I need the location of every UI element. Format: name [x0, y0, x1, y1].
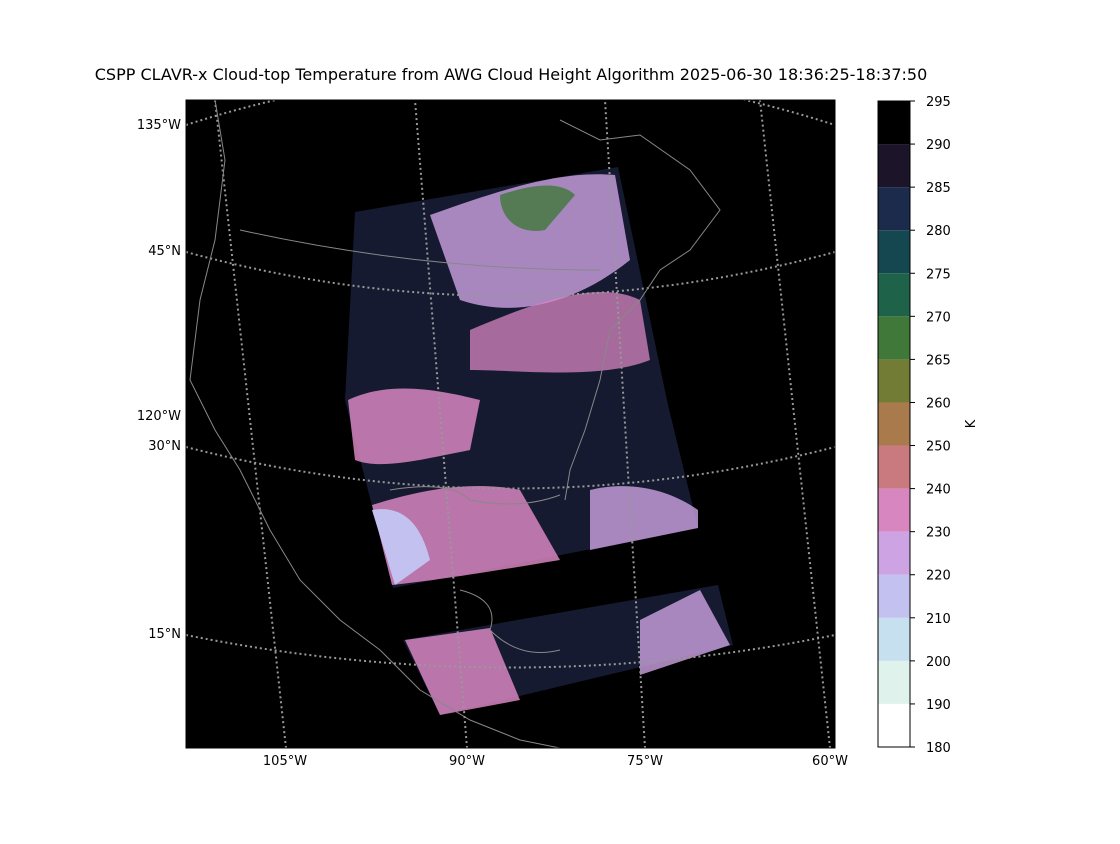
colorbar-segment [878, 488, 910, 532]
colorbar-segment [878, 574, 910, 618]
graticule [414, 100, 468, 748]
colorbar-tick-label: 285 [926, 181, 951, 196]
graticule [759, 100, 831, 748]
colorbar-segment [878, 273, 910, 317]
border [239, 229, 601, 271]
colorbar-tick-label: 275 [926, 267, 951, 282]
lat-label: 30°N [148, 439, 181, 454]
coastline [459, 589, 561, 653]
coastline [559, 119, 721, 501]
cloud [405, 628, 520, 715]
lon-label: 90°W [449, 754, 485, 769]
cloud [372, 509, 430, 585]
lon-label: 105°W [263, 754, 307, 769]
cloud [640, 590, 730, 675]
lon-label: 60°W [812, 754, 848, 769]
cloud [500, 185, 575, 231]
colorbar-segment [878, 316, 910, 360]
colorbar-tick-label: 280 [926, 224, 951, 239]
colorbar-segment [878, 660, 910, 704]
colorbar-tick-label: 260 [926, 396, 951, 411]
colorbar-tick-label: 240 [926, 483, 951, 498]
lon-label: 75°W [627, 754, 663, 769]
colorbar-segment [878, 101, 910, 145]
colorbar-segment [878, 617, 910, 661]
colorbar-label: K [964, 419, 979, 428]
lat-label: 15°N [148, 627, 181, 642]
colorbar-segment [878, 144, 910, 188]
colorbar: 180 190 200 210 220 230 240 250 260 265 270 275 280 2… [877, 95, 979, 756]
colorbar-segment [878, 703, 910, 747]
colorbar-segment [878, 359, 910, 403]
colorbar-tick-label: 265 [926, 353, 951, 368]
lat-label: 120°W [137, 409, 181, 424]
colorbar-tick-label: 200 [926, 655, 951, 670]
graticule [186, 634, 835, 669]
coastline [389, 486, 561, 505]
map-frame [185, 99, 836, 749]
colorbar-tick-label: 180 [926, 741, 951, 756]
colorbar-tick-label: 290 [926, 138, 951, 153]
cloud [430, 174, 630, 308]
colorbar-segment [878, 531, 910, 575]
colorbar-tick-label: 295 [926, 95, 951, 110]
cloud [348, 388, 480, 465]
coastline [189, 100, 561, 748]
graticule [604, 100, 646, 748]
colorbar-tick-label: 250 [926, 440, 951, 455]
colorbar-tick-label: 220 [926, 569, 951, 584]
cloud [590, 486, 698, 550]
colorbar-tick-label: 270 [926, 310, 951, 325]
colorbar-segment [878, 402, 910, 446]
colorbar-segment [878, 230, 910, 274]
colorbar-frame [877, 100, 911, 748]
colorbar-tick-label: 210 [926, 612, 951, 627]
cloud [470, 291, 650, 373]
lat-label: 45°N [148, 244, 181, 259]
title: CSPP CLAVR-x Cloud-top Temperature from … [95, 65, 928, 84]
lat-label: 135°W [137, 118, 181, 133]
graticule [214, 100, 287, 748]
colorbar-segment [878, 187, 910, 231]
colorbar-tick-label: 230 [926, 526, 951, 541]
map-content [186, 100, 835, 748]
map-labels: 135°W 45°N 120°W 30°N 15°N 105°W 90°W 75°W 60°W [137, 118, 848, 769]
colorbar-segment [878, 445, 910, 489]
colorbar-tick-label: 190 [926, 698, 951, 713]
